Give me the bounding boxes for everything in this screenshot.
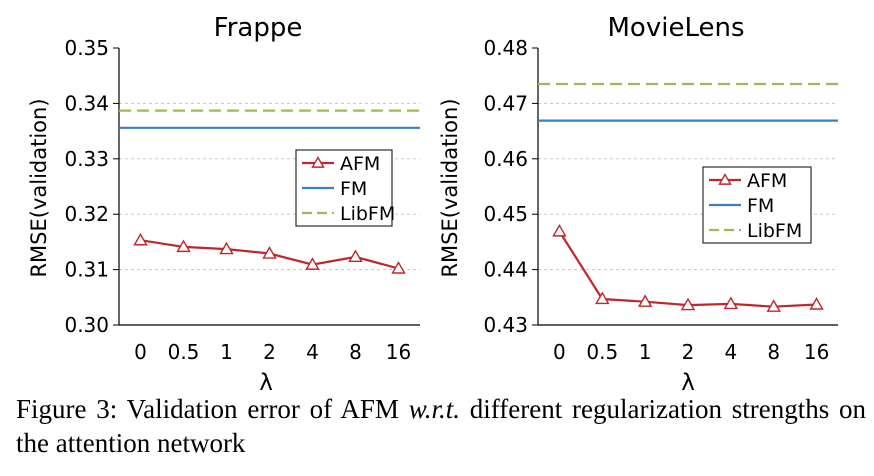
x-tick-label: 0.5: [168, 340, 200, 364]
legend-marker-afm: [311, 156, 325, 168]
legend-label-libfm: LibFM: [747, 220, 802, 242]
legend-label-fm: FM: [340, 178, 367, 200]
y-tick-label: 0.31: [64, 258, 109, 282]
chart-title: Frappe: [214, 13, 303, 43]
legend-marker-afm: [718, 173, 732, 185]
x-tick-label: 2: [263, 340, 276, 364]
caption-prefix: Figure 3: Validation error of AFM: [16, 394, 409, 424]
x-tick-label: 4: [306, 340, 319, 364]
legend-label-fm: FM: [747, 195, 774, 217]
y-tick-label: 0.35: [64, 36, 109, 60]
y-tick-label: 0.46: [483, 147, 528, 171]
data-point-afm: [219, 241, 234, 255]
data-point-afm: [723, 296, 739, 310]
figure-caption: Figure 3: Validation error of AFM w.r.t.…: [16, 392, 866, 460]
x-tick-label: 8: [767, 340, 780, 364]
x-axis-label: λ: [681, 370, 695, 396]
legend-label-afm: AFM: [747, 170, 787, 192]
x-tick-label: 8: [349, 340, 362, 364]
y-axis-label: RMSE(validation): [27, 98, 51, 277]
data-point-afm: [133, 232, 148, 246]
legend-label-libfm: LibFM: [340, 203, 395, 225]
x-tick-label: 1: [639, 340, 652, 364]
data-point-afm: [176, 239, 191, 253]
movielens-chart: MovieLens RMSE(validation) λ 0.43 0.44 0.4…: [438, 13, 838, 396]
data-point-afm: [305, 257, 320, 270]
frappe-chart: Frappe RMSE(validation) λ 0.30 0.31 0.32 0.…: [27, 13, 420, 396]
data-point-afm: [637, 294, 653, 307]
data-point-afm: [680, 297, 696, 311]
y-tick-label: 0.30: [64, 313, 109, 337]
data-point-afm: [595, 291, 610, 305]
y-tick-label: 0.44: [483, 258, 528, 282]
y-tick-label: 0.33: [64, 147, 109, 171]
y-tick-label: 0.43: [483, 313, 528, 337]
data-point-afm: [766, 299, 781, 312]
y-tick-label: 0.48: [483, 36, 528, 60]
chart-title: MovieLens: [608, 13, 745, 43]
x-tick-label: 0.5: [586, 340, 618, 364]
data-point-afm: [552, 223, 567, 237]
y-tick-label: 0.34: [64, 91, 109, 115]
x-tick-label: 2: [682, 340, 695, 364]
y-tick-label: 0.47: [483, 91, 528, 115]
x-tick-label: 0: [553, 340, 566, 364]
y-tick-label: 0.45: [483, 202, 528, 226]
y-tick-label: 0.32: [64, 202, 109, 226]
data-point-afm: [809, 297, 824, 310]
data-point-afm: [262, 246, 277, 259]
x-tick-label: 1: [220, 340, 233, 364]
caption-emphasis: w.r.t.: [408, 394, 460, 424]
x-tick-label: 16: [386, 340, 411, 364]
x-axis-label: λ: [259, 370, 273, 396]
legend-label-afm: AFM: [340, 153, 380, 175]
x-tick-label: 0: [134, 340, 147, 364]
y-axis-label: RMSE(validation): [438, 98, 462, 277]
data-point-afm: [348, 249, 363, 263]
x-tick-label: 4: [724, 340, 737, 364]
data-point-afm: [391, 261, 406, 274]
x-tick-label: 16: [804, 340, 829, 364]
caption-suffix: different regularization strengths on th…: [16, 394, 867, 458]
